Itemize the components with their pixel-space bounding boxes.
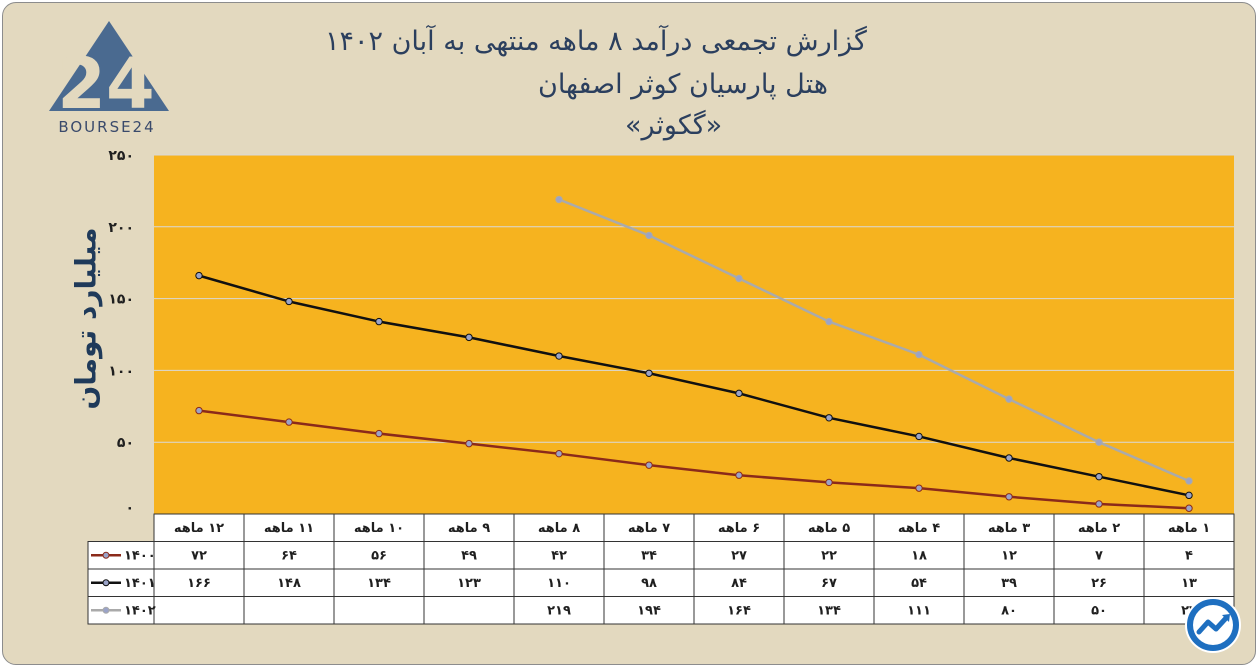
chart-subtitle: هتل پارسیان کوثر اصفهان [538,69,828,100]
data-point [1005,493,1013,501]
series-line-0 [198,409,1190,510]
data-point [735,471,743,479]
data-point [555,449,563,458]
data-point [1185,504,1193,512]
y-tick-label: ۱۰۰ [108,363,134,379]
data-point [375,317,383,326]
data-point [645,231,653,240]
data-point [285,418,293,426]
data-cell: ۱۶۶ [187,576,211,591]
y-tick-label: ۱۵۰ [108,292,134,308]
data-cell: ۱۳۴ [817,604,841,619]
data-cell: ۲۷ [731,549,747,564]
data-point [915,484,923,492]
legend-marker [102,579,110,587]
data-point [375,429,383,438]
category-label: ۱۲ ماهه [174,521,224,536]
data-cell: ۱۸ [911,549,927,564]
category-label: ۳ ماهه [988,521,1030,536]
data-cell: ۱۲ [1001,549,1017,564]
y-tick-label: ۲۵۰ [108,148,134,164]
data-cell: ۴ [1185,549,1193,564]
data-point [735,274,743,283]
category-label: ۱ ماهه [1168,521,1210,536]
legend-label: ۱۴۰۰ [124,549,156,564]
category-label: ۱۰ ماهه [354,521,404,536]
trend-badge-icon [1185,597,1241,653]
bourse24-logo-icon: 24 [49,21,169,125]
data-point [1005,395,1013,403]
data-cell: ۸۰ [1001,604,1017,619]
legend-marker [102,606,110,614]
chart-title: گزارش تجمعی درآمد ۸ ماهه منتهی به آبان ۱… [325,26,867,57]
series-line-2 [558,198,1190,483]
data-point [1095,500,1103,508]
series-line-1 [198,274,1190,497]
data-cell: ۲۶ [1091,576,1107,591]
data-cell: ۷۲ [191,549,207,564]
data-point [1185,477,1193,485]
data-cell: ۲۱۹ [547,604,571,619]
data-point [915,350,923,359]
category-label: ۱۱ ماهه [264,521,314,536]
data-cell: ۱۲۳ [457,576,481,591]
data-cell: ۱۳ [1181,576,1197,591]
category-label: ۷ ماهه [628,521,670,536]
data-cell: ۳۹ [1001,576,1017,591]
data-point [285,297,293,306]
category-label: ۴ ماهه [898,521,940,536]
data-cell: ۷ [1095,549,1103,564]
data-point [1185,491,1193,500]
category-label: ۹ ماهه [448,521,490,536]
data-cell: ۵۰ [1091,604,1107,619]
svg-text:24: 24 [57,43,154,125]
data-cell: ۹۸ [641,576,657,591]
data-point [195,406,203,415]
data-cell: ۱۹۴ [637,604,661,619]
y-tick-label: ۵۰ [117,435,134,451]
data-cell: ۶۷ [821,576,837,591]
category-label: ۸ ماهه [538,521,580,536]
data-cell: ۵۶ [371,549,387,564]
data-point [825,317,833,326]
category-label: ۶ ماهه [718,521,760,536]
company-symbol: «گکوثر» [625,110,723,141]
plot-area [154,155,1234,514]
data-cell: ۸۴ [731,576,747,591]
data-point [465,439,473,448]
data-point [735,389,743,398]
data-cell: ۱۱۱ [907,604,931,619]
legend-label: ۱۴۰۱ [124,576,156,591]
data-point [465,333,473,342]
data-cell: ۴۲ [551,549,567,564]
y-tick-label: ۰ [125,500,134,516]
data-point [825,478,833,487]
data-cell: ۵۴ [911,576,927,591]
data-cell: ۱۳۴ [367,576,391,591]
data-cell: ۱۱۰ [547,576,571,591]
data-cell: ۳۴ [641,549,657,564]
data-point [825,414,833,422]
data-point [1095,438,1103,446]
data-point [555,195,563,204]
data-point [915,432,923,441]
y-tick-label: ۲۰۰ [108,220,134,236]
data-cell: ۱۴۸ [277,576,301,591]
data-point [645,461,653,469]
data-cell: ۲۲ [821,549,837,564]
logo-text: BOURSE24 [58,118,156,136]
data-cell: ۱۶۴ [727,604,751,619]
legend-marker [102,551,110,559]
data-point [1005,454,1013,462]
category-label: ۲ ماهه [1078,521,1120,536]
data-point [645,369,653,377]
data-point [555,352,563,360]
data-cell: ۶۴ [281,549,297,564]
data-point [195,271,203,280]
data-cell: ۴۹ [461,549,477,564]
legend-label: ۱۴۰۲ [124,604,156,619]
data-point [1095,472,1103,481]
category-label: ۵ ماهه [808,521,850,536]
